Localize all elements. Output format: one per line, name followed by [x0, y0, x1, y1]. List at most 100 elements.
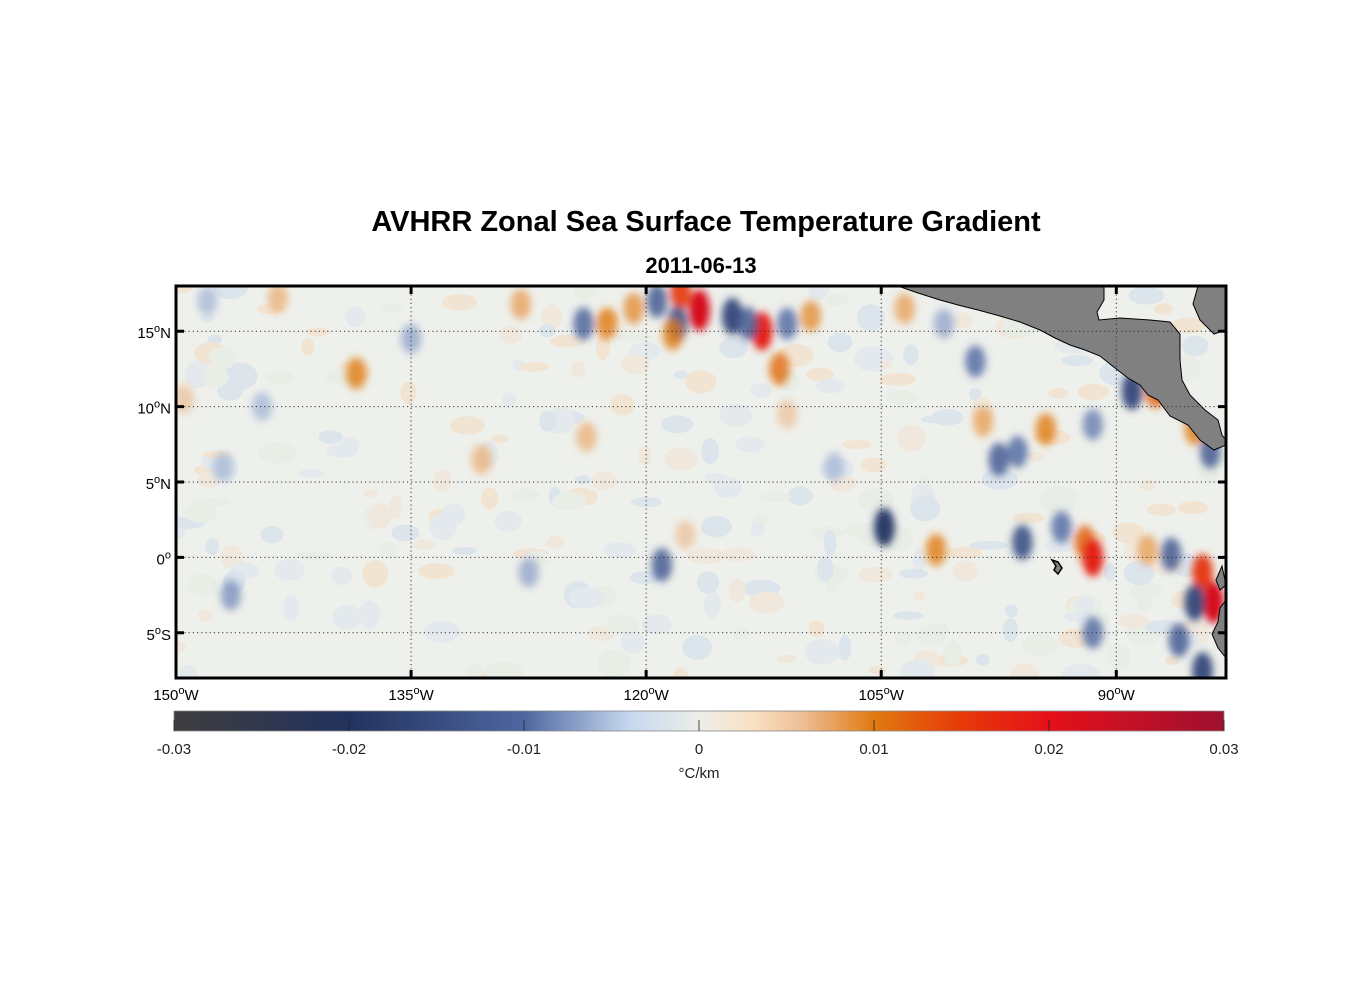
texture-blob	[574, 475, 590, 485]
texture-blob	[273, 559, 305, 581]
texture-blob	[1153, 303, 1173, 315]
gradient-feature	[573, 307, 594, 341]
texture-blob	[605, 614, 640, 637]
gradient-feature	[688, 289, 710, 331]
colorbar-tick-label: 0.01	[859, 741, 888, 758]
texture-blob	[682, 635, 712, 660]
texture-blob	[759, 492, 792, 502]
lat-tick-labels: 15oN 10oN 5oN 0o 5oS	[137, 323, 171, 644]
gradient-feature	[670, 286, 691, 310]
gradient-feature	[874, 508, 895, 547]
texture-blob	[452, 546, 478, 555]
texture-blob	[179, 665, 198, 678]
texture-blob	[449, 416, 485, 435]
texture-blob	[981, 468, 1019, 490]
texture-blob	[433, 469, 452, 493]
texture-blob	[895, 631, 912, 645]
texture-blob	[879, 372, 917, 386]
lon-tick-label: 105oW	[859, 685, 905, 704]
colorbar-tick-label: 0	[695, 741, 703, 758]
texture-blob	[735, 436, 765, 453]
texture-blob	[838, 634, 852, 661]
texture-blob	[318, 430, 344, 444]
texture-blob	[539, 410, 557, 432]
texture-blob	[858, 487, 895, 514]
texture-blob	[202, 365, 229, 389]
galapagos-island	[1050, 558, 1063, 576]
texture-blob	[483, 662, 524, 678]
texture-blob	[1140, 479, 1156, 492]
texture-blob	[1061, 355, 1094, 367]
texture-blob	[912, 548, 927, 571]
texture-blob	[540, 304, 563, 330]
texture-blob	[491, 434, 509, 444]
texture-blob	[720, 547, 756, 562]
texture-blob	[326, 444, 359, 458]
texture-blob	[804, 639, 841, 665]
texture-blob	[198, 609, 214, 622]
colorbar-tick-label: -0.01	[507, 741, 541, 758]
gradient-feature	[800, 300, 821, 332]
texture-blob	[573, 286, 597, 299]
lat-tick-label: 5oS	[147, 625, 171, 644]
texture-blob	[331, 566, 353, 585]
texture-blob	[638, 445, 652, 466]
gradient-feature	[777, 399, 798, 429]
texture-blob	[219, 544, 244, 569]
gradient-feature	[1168, 623, 1190, 658]
texture-blob	[358, 600, 381, 629]
gradient-features	[176, 286, 1224, 678]
texture-blob	[1112, 522, 1145, 544]
texture-blob	[952, 560, 979, 582]
texture-blob	[703, 591, 721, 619]
gradient-feature	[737, 306, 759, 341]
gradient-feature	[510, 288, 531, 320]
texture-blob	[1038, 485, 1078, 513]
texture-blob	[596, 650, 632, 678]
lon-tick-labels: 150oW 135oW 120oW 105oW 90oW	[153, 685, 1135, 704]
texture-blob	[975, 654, 990, 666]
texture-blob	[209, 347, 237, 369]
gradient-feature	[197, 286, 218, 316]
texture-blob	[719, 337, 748, 358]
texture-blob	[969, 540, 1009, 550]
texture-blob	[1106, 644, 1132, 669]
gradient-feature	[518, 557, 539, 588]
texture-blob	[1182, 335, 1209, 357]
colorbar-ticks: -0.03 -0.02 -0.01 0 0.01 0.02 0.03	[157, 720, 1239, 758]
texture-blob	[843, 523, 872, 538]
texture-blob	[519, 362, 549, 372]
texture-blob	[750, 382, 772, 399]
gradient-feature	[1051, 511, 1072, 544]
texture-blob	[805, 367, 835, 381]
texture-blob	[748, 591, 785, 614]
gradient-feature	[267, 286, 289, 313]
texture-blob	[301, 337, 315, 356]
texture-blob	[1061, 663, 1100, 678]
texture-blob	[1146, 503, 1176, 516]
texture-blob	[197, 471, 220, 488]
colorbar: -0.03 -0.02 -0.01 0 0.01 0.02 0.03 °C/km	[157, 710, 1239, 782]
texture-blob	[590, 471, 617, 491]
lon-tick-label: 135oW	[388, 685, 434, 704]
texture-blob	[868, 666, 887, 675]
texture-blob	[1021, 634, 1059, 656]
lon-tick-label: 120oW	[623, 685, 669, 704]
texture-blob	[345, 306, 365, 328]
texture-blob	[674, 370, 688, 380]
texture-blob	[943, 639, 962, 667]
texture-blob	[952, 312, 973, 329]
texture-blob	[363, 489, 378, 498]
texture-blob	[1044, 539, 1074, 554]
texture-blob	[550, 335, 586, 348]
texture-blob	[629, 571, 661, 585]
lon-tick-label: 90oW	[1098, 685, 1136, 704]
texture-blob	[817, 556, 834, 582]
texture-blob	[391, 524, 420, 542]
texture-blob	[687, 548, 726, 565]
texture-blob	[192, 498, 231, 507]
lon-tick-label: 150oW	[153, 685, 199, 704]
gradient-feature	[1192, 652, 1213, 678]
gradient-feature	[1007, 435, 1028, 468]
gradient-field	[176, 286, 1226, 678]
